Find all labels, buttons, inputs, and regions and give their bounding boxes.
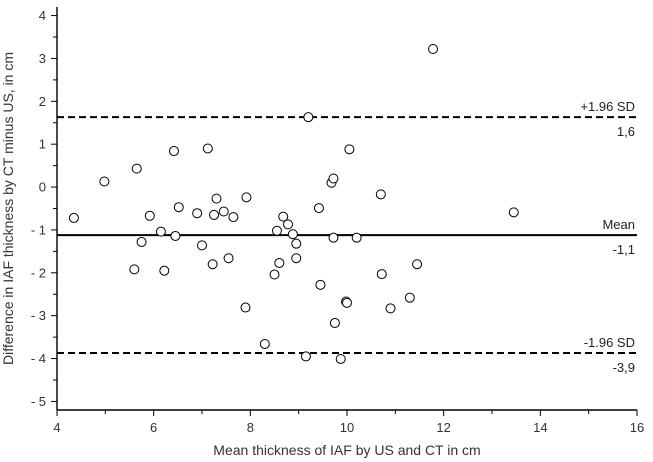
data-point bbox=[283, 219, 294, 230]
axes bbox=[51, 7, 638, 416]
data-point bbox=[269, 269, 280, 280]
data-point bbox=[278, 211, 289, 222]
data-point bbox=[335, 353, 346, 364]
reference-line-label: -1.96 SD bbox=[584, 335, 635, 350]
y-tick-label: 4 bbox=[39, 8, 46, 23]
x-tick-label: 12 bbox=[436, 420, 450, 435]
data-point bbox=[68, 212, 79, 223]
y-tick-label: - 4 bbox=[31, 351, 46, 366]
x-tick-label: 14 bbox=[533, 420, 547, 435]
data-point bbox=[159, 265, 170, 276]
data-point bbox=[329, 317, 340, 328]
x-tick-label: 6 bbox=[150, 420, 157, 435]
data-points bbox=[68, 44, 519, 364]
y-tick-label: - 3 bbox=[31, 308, 46, 323]
data-point bbox=[291, 238, 302, 249]
y-tick-label: - 2 bbox=[31, 265, 46, 280]
y-tick-label: - 1 bbox=[31, 222, 46, 237]
data-point bbox=[136, 236, 147, 247]
data-point bbox=[170, 230, 181, 241]
data-point bbox=[385, 303, 396, 314]
y-axis-title: Difference in IAF thickness by CT minus … bbox=[0, 52, 16, 365]
data-point bbox=[99, 176, 110, 187]
data-point bbox=[376, 269, 387, 280]
data-point bbox=[300, 351, 311, 362]
y-tick-label: 0 bbox=[39, 180, 46, 195]
reference-line-value: -1,1 bbox=[613, 242, 635, 257]
data-point bbox=[197, 240, 207, 251]
data-point bbox=[173, 202, 184, 213]
x-axis-title: Mean thickness of IAF by US and CT in cm bbox=[213, 442, 480, 458]
data-point bbox=[412, 259, 423, 270]
y-tick-label: - 5 bbox=[31, 394, 46, 409]
x-tick-label: 4 bbox=[53, 420, 60, 435]
data-point bbox=[211, 193, 222, 204]
data-point bbox=[241, 192, 252, 203]
data-point bbox=[192, 208, 203, 219]
data-point bbox=[271, 225, 282, 236]
data-point bbox=[155, 226, 166, 237]
data-point bbox=[240, 302, 251, 313]
data-point bbox=[144, 210, 155, 221]
y-tick-label: 3 bbox=[39, 51, 46, 66]
data-point bbox=[375, 189, 386, 200]
reference-line-value: -3,9 bbox=[613, 360, 635, 375]
data-point bbox=[223, 253, 234, 264]
reference-lines bbox=[57, 116, 637, 354]
data-point bbox=[168, 146, 179, 157]
data-point bbox=[129, 264, 140, 275]
x-tick-label: 16 bbox=[630, 420, 644, 435]
data-point bbox=[259, 338, 270, 349]
data-point bbox=[428, 44, 439, 55]
data-point bbox=[131, 163, 142, 174]
data-point bbox=[287, 229, 298, 240]
y-tick-label: 1 bbox=[39, 137, 46, 152]
data-point bbox=[344, 144, 355, 155]
data-point bbox=[313, 203, 324, 214]
data-point bbox=[508, 207, 519, 218]
data-point bbox=[202, 143, 213, 154]
data-point bbox=[218, 206, 229, 217]
data-point bbox=[228, 212, 239, 223]
data-point bbox=[342, 297, 352, 308]
data-point bbox=[404, 292, 415, 303]
data-point bbox=[328, 232, 339, 243]
reference-line-label: Mean bbox=[602, 217, 635, 232]
y-tick-label: 2 bbox=[39, 94, 46, 109]
data-point bbox=[274, 257, 285, 268]
data-point bbox=[315, 279, 326, 290]
x-tick-label: 8 bbox=[247, 420, 254, 435]
data-point bbox=[291, 253, 302, 264]
data-point bbox=[328, 173, 339, 184]
data-point bbox=[209, 209, 220, 220]
data-point bbox=[303, 112, 314, 123]
reference-line-value: 1,6 bbox=[617, 124, 635, 139]
data-point bbox=[351, 232, 362, 243]
reference-line-label: +1.96 SD bbox=[580, 99, 635, 114]
data-point bbox=[207, 259, 218, 270]
x-tick-label: 10 bbox=[340, 420, 354, 435]
